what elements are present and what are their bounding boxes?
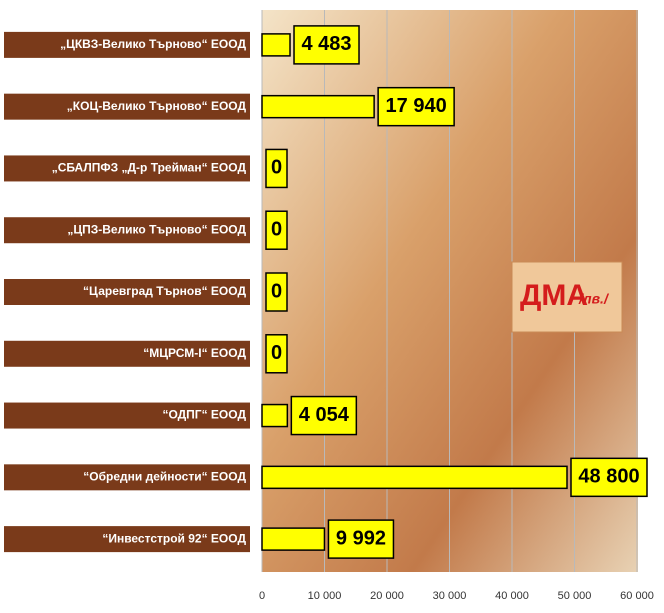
- value-label: 9 992: [336, 527, 386, 549]
- value-label-box: [290, 395, 358, 436]
- x-tick-label: 40 000: [495, 590, 529, 602]
- x-tick-label: 20 000: [370, 590, 404, 602]
- category-label-box: [4, 31, 250, 58]
- category-label-box: [4, 93, 250, 120]
- annotation: ДМА: [520, 279, 588, 312]
- value-label-box: [293, 25, 360, 65]
- category-label-box: [4, 217, 250, 244]
- y-tick-label: „ЦПЗ-Велико Търново“ ЕООД: [67, 222, 246, 236]
- value-label: 0: [271, 157, 282, 179]
- y-tick-label: “Инвестстрой 92“ ЕООД: [102, 531, 246, 545]
- annotation-unit: /лв./: [578, 291, 610, 307]
- value-label: 4 054: [299, 404, 350, 426]
- x-tick-label: 50 000: [558, 590, 592, 602]
- bar: [261, 465, 568, 490]
- y-tick-label: „СБАЛПФЗ „Д-р Трейман“ ЕООД: [52, 161, 247, 175]
- category-label-box: [4, 340, 250, 367]
- value-label: 17 940: [386, 95, 447, 117]
- x-tick-label: 10 000: [308, 590, 342, 602]
- value-label: 4 483: [301, 33, 351, 55]
- x-tick-label: 0: [259, 590, 265, 602]
- value-label: 48 800: [578, 466, 639, 488]
- value-label-box: [570, 457, 648, 498]
- y-tick-label: “Царевград Търнов“ ЕООД: [83, 284, 246, 298]
- y-tick-label: “ОДПГ“ ЕООД: [162, 408, 246, 422]
- bar: [261, 527, 326, 551]
- value-label-box: [327, 519, 395, 559]
- category-label-box: [4, 464, 250, 491]
- annotation-box: [511, 261, 623, 333]
- value-label: 0: [271, 342, 282, 364]
- value-label-box: [265, 272, 288, 312]
- value-label-box: [377, 86, 455, 127]
- x-tick-label: 30 000: [433, 590, 467, 602]
- bar: [261, 403, 289, 428]
- bar: [261, 33, 291, 57]
- category-label-box: [4, 155, 250, 182]
- value-label-box: [265, 148, 288, 189]
- x-tick-label: 60 000: [620, 590, 654, 602]
- value-label-box: [265, 210, 288, 250]
- y-tick-label: „ЦКВЗ-Велико Търново“ ЕООД: [60, 37, 246, 51]
- y-tick-label: “Обредни дейности“ ЕООД: [83, 470, 246, 484]
- value-label: 0: [271, 280, 282, 302]
- category-label-box: [4, 279, 250, 305]
- value-label-box: [265, 334, 288, 374]
- bar: [261, 94, 375, 119]
- y-tick-label: „КОЦ-Велико Търново“ ЕООД: [67, 99, 247, 113]
- category-label-box: [4, 402, 250, 429]
- y-tick-label: “МЦРСМ-I“ ЕООД: [143, 346, 246, 360]
- value-label: 0: [271, 219, 282, 241]
- category-label-box: [4, 526, 250, 553]
